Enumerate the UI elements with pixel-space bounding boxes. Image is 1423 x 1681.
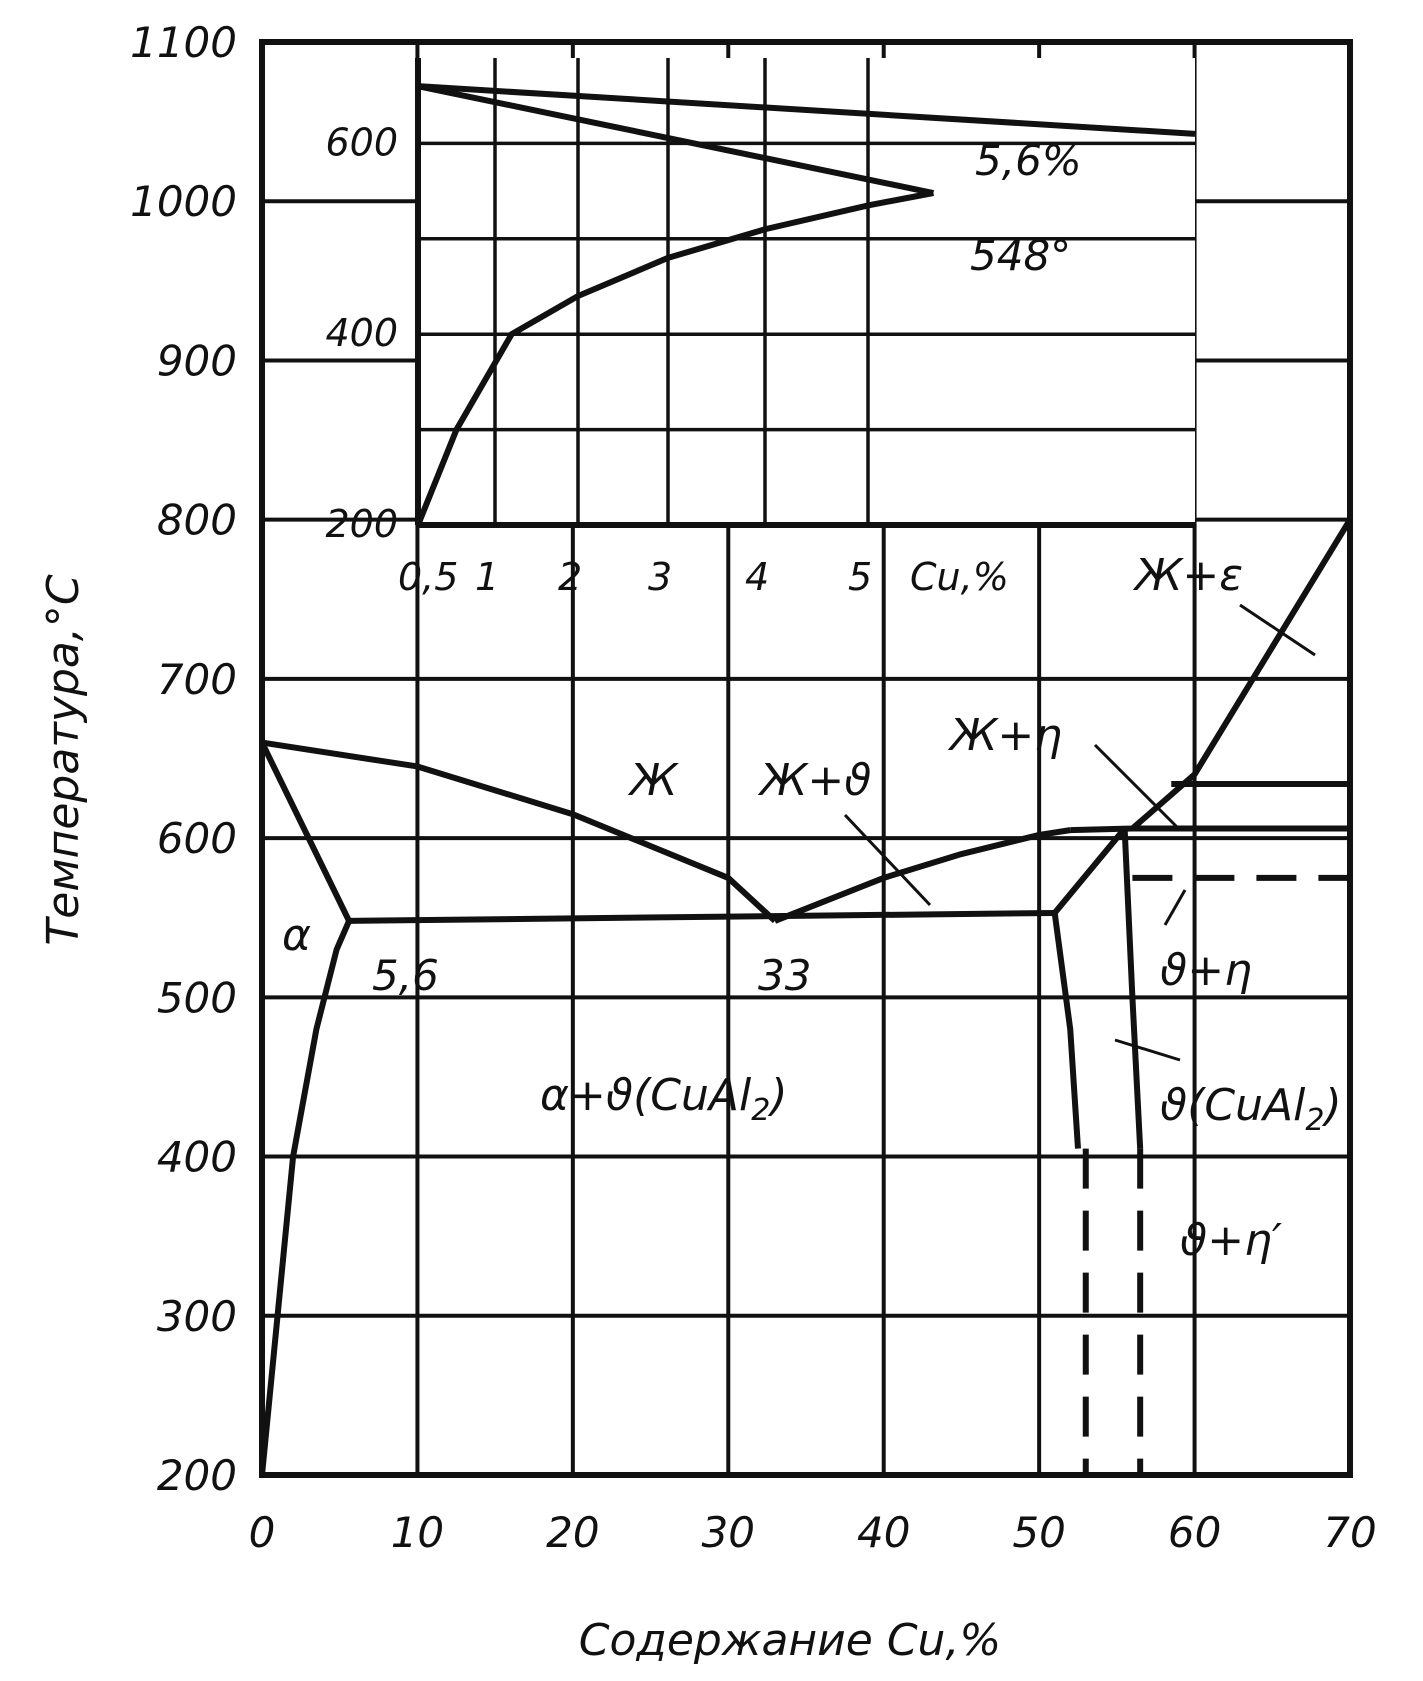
y-tick-label: 800 (157, 496, 237, 545)
inset-y-tick-label: 400 (325, 311, 398, 355)
inset-eutectic-temp: 548° (970, 231, 1071, 280)
plot-frame (259, 39, 1353, 1478)
inset-x-tick-label: 3 (648, 555, 672, 599)
y-tick-label: 400 (157, 1133, 237, 1182)
phase-boundary-line (1121, 828, 1144, 1149)
phase-boundary-line (259, 919, 352, 1476)
y-tick-label: 600 (157, 814, 237, 863)
x-tick-label: 20 (546, 1508, 599, 1557)
x-axis-title: Содержание Cu,% (579, 1615, 1002, 1666)
y-tick-label: 300 (157, 1292, 237, 1341)
inset-upper-line (417, 83, 1196, 137)
x-tick-label: 0 (249, 1508, 276, 1557)
y-tick-label: 500 (157, 973, 237, 1022)
y-tick-label: 900 (157, 336, 237, 385)
inset-x-tick-label: 2 (558, 555, 582, 599)
y-tick-label: 200 (157, 1451, 237, 1500)
inset-x-title: Cu,% (910, 555, 1009, 599)
y-tick-label: 700 (157, 655, 237, 704)
inset-x-tick-label: 0,5 (398, 555, 458, 599)
region-theta-eta-prime: ϑ+η′ (1180, 1215, 1282, 1266)
x-tick-label: 30 (702, 1508, 755, 1557)
region-theta-cual2: ϑ(CuAl2) (1160, 1080, 1342, 1138)
region-liquid-epsilon: Ж+ε (1132, 550, 1243, 601)
inset-x-tick-label: 5 (848, 555, 872, 599)
x-tick-label: 10 (391, 1508, 444, 1557)
inset-y-tick-label: 200 (325, 502, 398, 546)
phase-boundary-line (261, 739, 777, 924)
region-alpha-theta: α+ϑ(CuAl2) (540, 1070, 787, 1128)
inset-eutectic-percent: 5,6% (975, 136, 1082, 185)
y-tick-label: 1000 (130, 177, 237, 226)
phase-boundary-line (349, 909, 1055, 924)
region-theta-eta: ϑ+η (1160, 945, 1252, 996)
phase-boundary-line (1051, 912, 1081, 1149)
inset-upper-line (417, 83, 935, 196)
point-label-33: 33 (758, 951, 811, 1000)
inset-x-tick-label: 1 (475, 555, 499, 599)
x-tick-label: 70 (1323, 1508, 1376, 1557)
region-liquid-theta: Ж+ϑ (757, 755, 872, 806)
phase-boundary-line (259, 741, 352, 923)
inset-x-tick-label: 4 (745, 555, 769, 599)
phase-boundary-line (773, 827, 1071, 924)
region-alpha: α (282, 910, 311, 961)
inset-y-tick-label: 600 (325, 120, 398, 164)
axis-ticks: 0 10 20 30 40 50 60 70 200 300 400 500 600 700 800 900 1… (130, 18, 1377, 1557)
phase-curves (259, 518, 1353, 1476)
point-label-5-6: 5,6 (372, 951, 439, 1000)
x-tick-label: 40 (857, 1508, 910, 1557)
region-liquid: Ж (627, 755, 679, 806)
x-tick-label: 50 (1012, 1508, 1065, 1557)
y-axis-title: Температура,°С (38, 574, 89, 945)
region-liquid-eta: Ж+η (947, 710, 1062, 761)
phase-boundary-line (1070, 518, 1353, 834)
x-tick-label: 60 (1168, 1508, 1221, 1557)
leader-lines (843, 603, 1316, 1062)
inset-solvus-curve (415, 190, 934, 527)
inset-chart: 0,5 1 2 3 4 5 200 400 600 (325, 58, 1196, 599)
y-tick-label: 1100 (130, 18, 237, 67)
phase-boundary-line (1052, 826, 1127, 915)
inset-background (418, 58, 1195, 525)
